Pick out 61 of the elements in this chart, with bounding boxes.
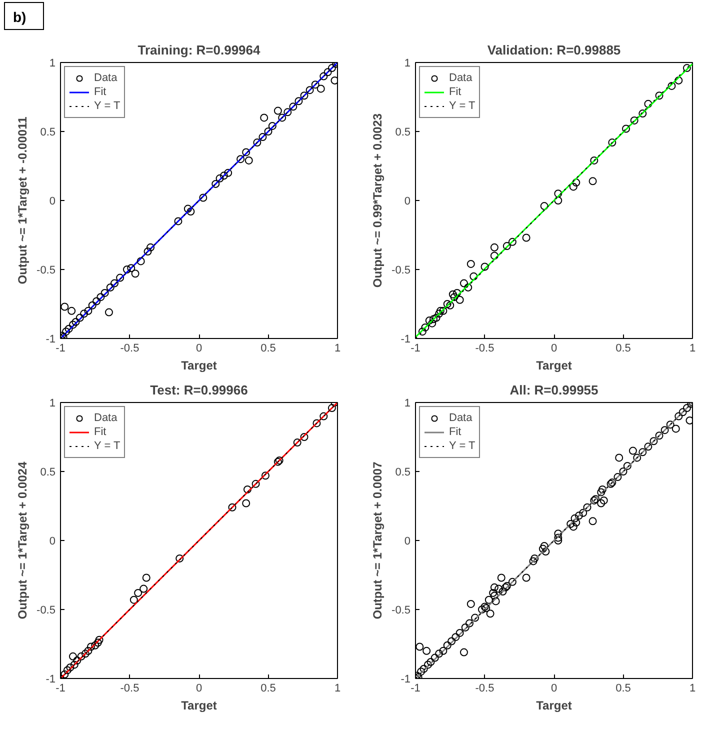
y-tick-label: -0.5 bbox=[392, 264, 411, 276]
legend-label: Y = T bbox=[94, 439, 120, 453]
legend-label: Fit bbox=[94, 425, 108, 439]
y-tick-label: 0 bbox=[404, 196, 411, 208]
y-tick-label: -0.5 bbox=[36, 264, 56, 276]
legend-label: Y = T bbox=[94, 99, 120, 113]
x-tick-label: 1 bbox=[689, 342, 696, 354]
x-tick-label: 0.5 bbox=[616, 682, 631, 694]
x-tick-label: 0 bbox=[196, 682, 202, 694]
y-tick-label: 0 bbox=[49, 536, 56, 548]
y-tick-label: 1 bbox=[49, 58, 56, 70]
y-tick-label: 1 bbox=[49, 398, 56, 410]
x-axis-title: Target bbox=[181, 698, 217, 712]
x-tick-label: -0.5 bbox=[475, 682, 494, 694]
x-tick-label: 1 bbox=[689, 682, 696, 694]
y-tick-label: 0.5 bbox=[395, 466, 411, 478]
legend-label: Fit bbox=[94, 85, 108, 99]
x-tick-label: 1 bbox=[334, 342, 341, 354]
y-axis-title: Output ~= 1*Target + 0.0024 bbox=[16, 461, 30, 620]
text: b) bbox=[13, 8, 26, 27]
x-axis-title: Target bbox=[536, 698, 572, 712]
y-tick-label: -1 bbox=[400, 334, 410, 346]
x-tick-label: -0.5 bbox=[475, 342, 494, 354]
legend-label: Data bbox=[449, 71, 472, 85]
x-tick-label: 1 bbox=[334, 682, 341, 694]
y-tick-label: -1 bbox=[46, 674, 56, 686]
x-tick-label: -0.5 bbox=[120, 682, 140, 694]
legend-label: Data bbox=[449, 411, 472, 425]
y-tick-label: 0.5 bbox=[395, 126, 411, 138]
y-tick-label: 0.5 bbox=[40, 126, 56, 138]
x-axis-title: Target bbox=[536, 358, 572, 372]
y-tick-label: 1 bbox=[404, 398, 411, 410]
legend-label: Y = T bbox=[449, 439, 476, 453]
chart-title: Test: R=0.99966 bbox=[150, 382, 248, 398]
x-tick-label: 0.5 bbox=[616, 342, 631, 354]
y-tick-label: -0.5 bbox=[392, 604, 411, 616]
y-axis-title: Output ~= 1*Target + 0.0007 bbox=[370, 461, 385, 620]
y-tick-label: 0 bbox=[49, 196, 56, 208]
chart-title: All: R=0.99955 bbox=[510, 382, 598, 398]
x-tick-label: 0 bbox=[550, 342, 558, 354]
chart-title: Training: R=0.99964 bbox=[138, 42, 262, 58]
x-axis-title: Target bbox=[181, 358, 217, 372]
legend-label: Fit bbox=[449, 85, 462, 99]
x-tick-label: 0.5 bbox=[260, 682, 276, 694]
chart-title: Validation: R=0.99885 bbox=[487, 42, 621, 58]
y-tick-label: 1 bbox=[404, 58, 411, 70]
y-tick-label: 0.5 bbox=[40, 466, 56, 478]
y-tick-label: -0.5 bbox=[36, 604, 56, 616]
legend-label: Y = T bbox=[449, 99, 476, 113]
y-tick-label: -1 bbox=[400, 674, 410, 686]
x-tick-label: -0.5 bbox=[120, 342, 140, 354]
x-tick-label: 0 bbox=[550, 682, 558, 694]
y-tick-label: 0 bbox=[404, 536, 411, 548]
legend-label: Data bbox=[94, 71, 118, 85]
legend-label: Fit bbox=[449, 425, 462, 439]
y-axis-title: Output ~= 0.99*Target + 0.0023 bbox=[370, 113, 385, 288]
x-tick-label: 0 bbox=[196, 342, 202, 354]
y-tick-label: -1 bbox=[46, 334, 56, 346]
legend-label: Data bbox=[94, 411, 118, 425]
y-axis-title: Output ~= 1*Target + -0.00011 bbox=[16, 116, 30, 284]
x-tick-label: 0.5 bbox=[260, 342, 276, 354]
